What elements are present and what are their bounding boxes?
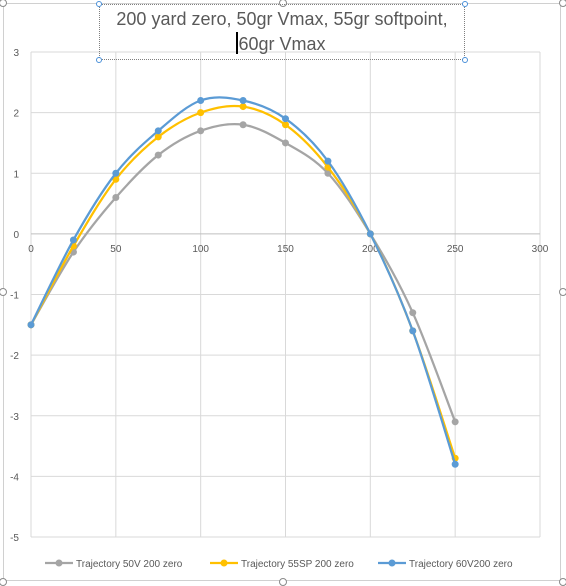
chart-title-line-2: 60gr Vmax (238, 34, 326, 54)
series-line-1 (30, 123, 457, 423)
resize-handle-middle-left[interactable] (0, 288, 7, 296)
title-handle-bottom-right[interactable] (462, 57, 468, 63)
y-tick-label: -3 (10, 412, 19, 423)
data-point-series-1 (197, 127, 205, 135)
data-point-series-2 (282, 121, 289, 129)
resize-handle-middle-right[interactable] (559, 288, 566, 296)
data-point-series-3 (27, 321, 35, 329)
data-point-series-1 (154, 151, 162, 159)
data-point-series-3 (69, 236, 77, 244)
data-point-series-3 (324, 157, 332, 165)
y-tick-label: -4 (10, 472, 19, 483)
data-point-series-3 (409, 327, 417, 335)
chart-title[interactable]: 200 yard zero, 50gr Vmax, 55gr softpoint… (100, 7, 464, 57)
y-tick-label: -5 (10, 533, 19, 544)
series-line-3 (29, 96, 457, 465)
x-tick-label: 250 (447, 244, 464, 255)
data-point-series-3 (451, 460, 459, 468)
y-tick-label: 1 (13, 169, 19, 180)
y-tick-label: 0 (13, 230, 19, 241)
data-point-series-1 (451, 418, 459, 426)
data-point-series-3 (239, 97, 247, 104)
legend-swatch-marker (220, 559, 228, 567)
chart-area[interactable] (3, 3, 561, 581)
title-handle-top-right[interactable] (462, 1, 468, 7)
data-point-series-1 (112, 194, 120, 201)
resize-handle-top-center[interactable] (279, 0, 287, 7)
y-tick-label: 2 (13, 109, 19, 120)
data-point-series-3 (282, 115, 289, 123)
text-cursor (236, 32, 238, 54)
legend-label: Trajectory 55SP 200 zero (241, 559, 354, 570)
data-point-series-3 (366, 230, 374, 238)
data-point-series-1 (239, 121, 247, 129)
x-tick-label: 300 (532, 244, 549, 255)
legend-swatch-marker (55, 559, 63, 567)
x-tick-label: 200 (362, 244, 379, 255)
x-tick-label: 150 (277, 244, 294, 255)
data-point-series-1 (409, 309, 417, 317)
legend-label: Trajectory 50V 200 zero (76, 559, 183, 570)
data-point-series-2 (197, 109, 205, 117)
series-line-2 (30, 104, 457, 459)
legend-label: Trajectory 60V200 zero (409, 559, 513, 570)
data-point-series-1 (324, 169, 332, 177)
x-tick-label: 50 (110, 244, 122, 255)
title-handle-bottom-left[interactable] (96, 57, 102, 63)
y-tick-label: -2 (10, 351, 19, 362)
legend-swatch-marker (388, 559, 396, 567)
x-tick-label: 0 (28, 244, 34, 255)
data-point-series-2 (239, 103, 247, 111)
data-point-series-3 (154, 127, 162, 135)
data-point-series-3 (112, 169, 120, 177)
title-handle-top-left[interactable] (96, 1, 102, 7)
y-tick-label: -1 (10, 291, 19, 302)
resize-handle-top-left[interactable] (0, 0, 7, 7)
y-tick-label: 3 (13, 48, 19, 59)
x-tick-label: 100 (192, 244, 209, 255)
chart-title-box[interactable]: 200 yard zero, 50gr Vmax, 55gr softpoint… (96, 1, 468, 63)
data-point-series-1 (282, 139, 289, 147)
resize-handle-top-right[interactable] (559, 0, 566, 7)
chart-title-line-1: 200 yard zero, 50gr Vmax, 55gr softpoint… (116, 9, 448, 29)
data-point-series-2 (112, 175, 120, 183)
data-point-series-3 (197, 97, 205, 104)
data-point-series-2 (154, 133, 162, 141)
